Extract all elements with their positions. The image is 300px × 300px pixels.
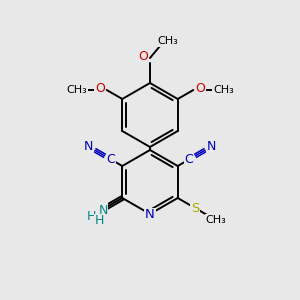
Text: N: N [84,140,93,153]
Text: N: N [145,208,155,221]
Text: CH₃: CH₃ [213,85,234,95]
Text: H: H [86,209,96,223]
Text: O: O [95,82,105,94]
Text: S: S [191,202,199,215]
Text: O: O [195,82,205,94]
Text: H: H [94,214,104,227]
Text: N: N [207,140,216,153]
Text: CH₃: CH₃ [206,215,226,225]
Text: C: C [107,153,116,166]
Text: CH₃: CH₃ [66,85,87,95]
Text: N: N [98,203,108,217]
Text: O: O [138,50,148,62]
Text: C: C [184,153,193,166]
Text: CH₃: CH₃ [158,36,178,46]
